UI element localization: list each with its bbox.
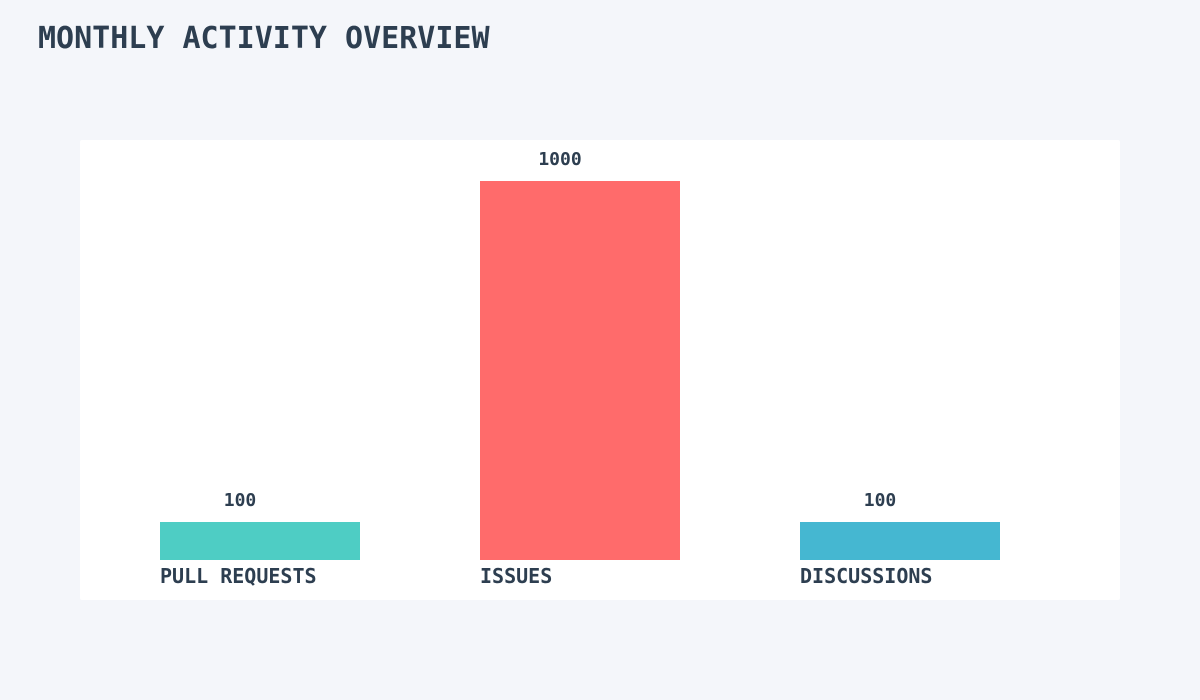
bar-category-label-pull-requests: PULL REQUESTS <box>160 564 317 588</box>
bar-group-discussions: 100 DISCUSSIONS <box>720 140 1040 600</box>
bar-category-label-discussions: DISCUSSIONS <box>800 564 933 588</box>
bar-value-label-pull-requests: 100 <box>223 490 257 511</box>
bar-value-label-discussions: 100 <box>863 490 897 511</box>
bar-discussions <box>800 522 1000 560</box>
bar-value-label-issues: 1000 <box>538 149 582 170</box>
chart-title: MONTHLY ACTIVITY OVERVIEW <box>38 21 490 56</box>
bar-pull-requests <box>160 522 360 560</box>
bar-issues <box>480 181 680 560</box>
bar-group-pull-requests: 100 PULL REQUESTS <box>80 140 400 600</box>
chart-panel: 100 PULL REQUESTS 1000 ISSUES 100 DISCUS… <box>80 140 1120 600</box>
bar-group-issues: 1000 ISSUES <box>400 140 720 600</box>
bar-category-label-issues: ISSUES <box>480 564 553 588</box>
